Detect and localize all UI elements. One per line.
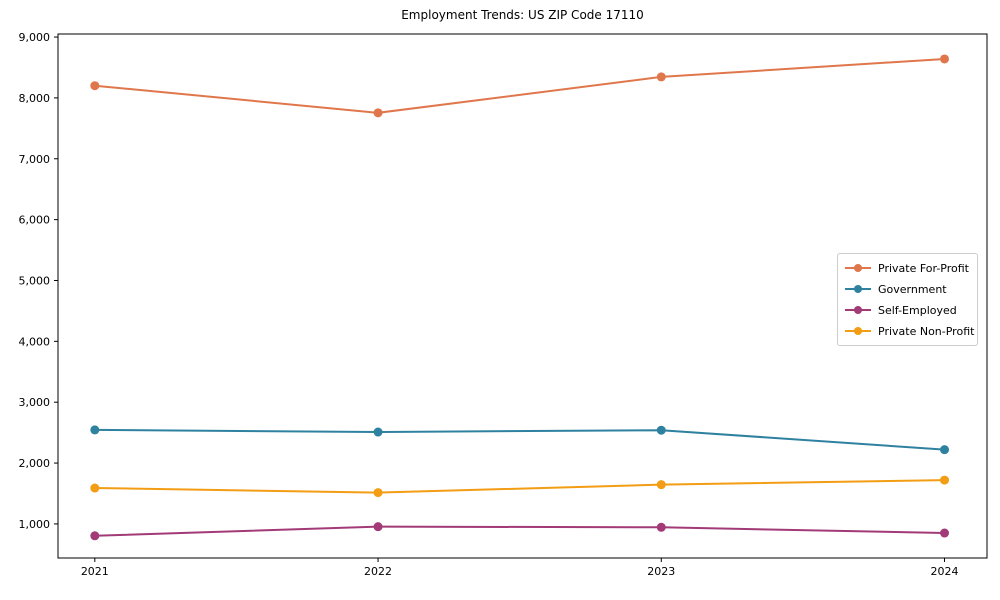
- x-tick-label: 2024: [931, 565, 959, 578]
- y-tick-label: 9,000: [19, 31, 51, 44]
- legend-line-marker-icon: [845, 263, 871, 273]
- legend-item: Private Non-Profit: [845, 322, 974, 340]
- series-line: [93, 479, 946, 494]
- series-line: [93, 428, 946, 451]
- x-tick-label: 2022: [364, 565, 392, 578]
- series-line: [93, 57, 946, 114]
- y-tick-label: 6,000: [19, 214, 51, 227]
- y-tick-label: 2,000: [19, 457, 51, 470]
- y-tick-label: 3,000: [19, 396, 51, 409]
- series-point: [373, 522, 383, 532]
- y-tick-label: 7,000: [19, 153, 51, 166]
- series-point: [940, 445, 950, 455]
- legend-dot: [854, 285, 862, 293]
- series-point: [656, 522, 666, 532]
- series-point: [373, 108, 383, 118]
- series-point: [940, 54, 950, 64]
- series-line: [93, 525, 946, 537]
- series-point: [90, 531, 100, 541]
- y-tick-label: 5,000: [19, 274, 51, 287]
- y-tick-label: 4,000: [19, 335, 51, 348]
- legend-line-marker-icon: [845, 284, 871, 294]
- series-point: [90, 483, 100, 493]
- legend-item: Government: [845, 280, 969, 298]
- legend-label: Private Non-Profit: [878, 324, 975, 338]
- legend-dot: [854, 264, 862, 272]
- series-point: [656, 480, 666, 490]
- x-tick-label: 2023: [647, 565, 675, 578]
- series-point: [373, 427, 383, 437]
- series-point: [656, 425, 666, 435]
- series-point: [940, 528, 950, 538]
- legend-item: Private For-Profit: [845, 259, 969, 277]
- y-tick-label: 8,000: [19, 92, 51, 105]
- series-point: [90, 425, 100, 435]
- series-point: [656, 72, 666, 82]
- legend-dot: [854, 306, 862, 314]
- plot-spines: [57, 33, 988, 559]
- legend-item: Self-Employed: [845, 301, 969, 319]
- legend-line-marker-icon: [845, 305, 871, 315]
- y-tick-label: 1,000: [19, 518, 51, 531]
- legend-label: Government: [878, 282, 947, 296]
- legend-label: Self-Employed: [878, 303, 957, 317]
- legend-dot: [854, 327, 862, 335]
- x-tick-label: 2021: [81, 565, 109, 578]
- legend-line-marker-icon: [845, 326, 871, 336]
- chart-title: Employment Trends: US ZIP Code 17110: [401, 8, 644, 22]
- legend-label: Private For-Profit: [878, 261, 969, 275]
- series-point: [90, 81, 100, 91]
- series-point: [373, 488, 383, 498]
- series-point: [940, 475, 950, 485]
- legend: Private For-Profit Government Self-Employe…: [837, 253, 978, 346]
